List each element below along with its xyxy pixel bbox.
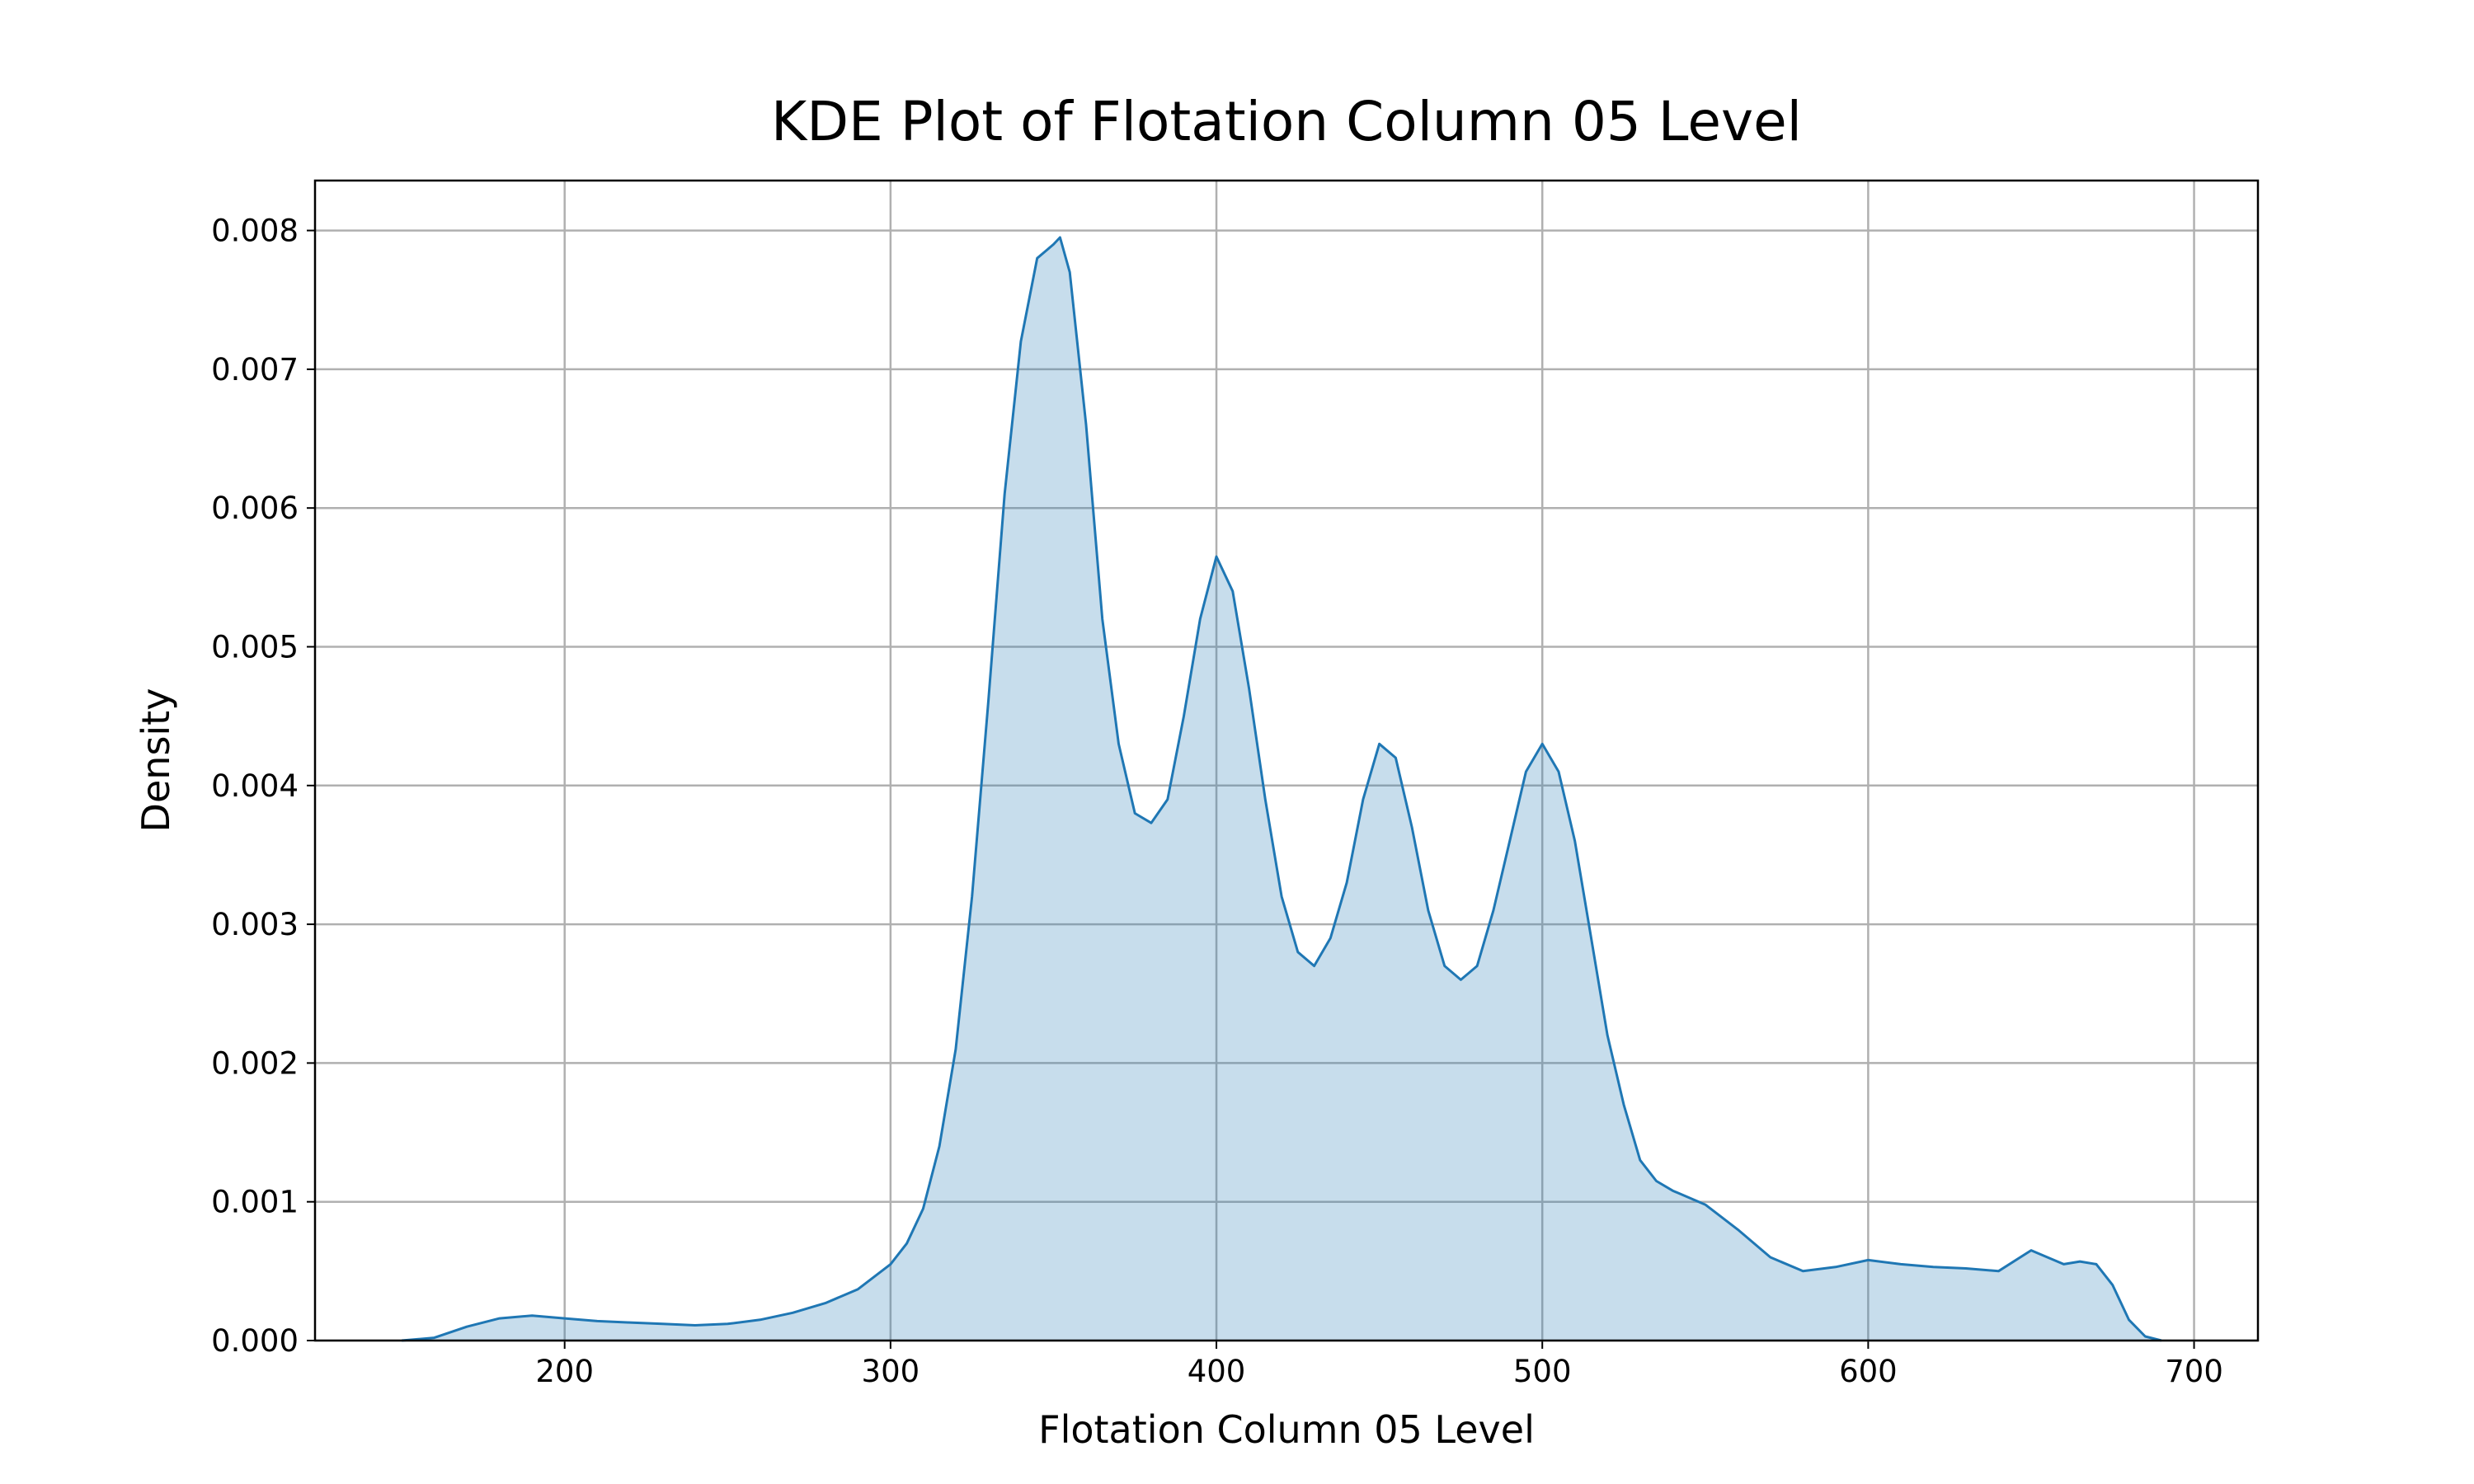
y-tick-label: 0.002 <box>211 1045 299 1081</box>
x-tick-label: 700 <box>2165 1354 2223 1389</box>
y-tick-label: 0.006 <box>211 491 299 526</box>
plot-frame <box>313 179 2260 1342</box>
x-axis-label: Flotation Column 05 Level <box>1038 1407 1535 1452</box>
y-tick-label: 0.001 <box>211 1185 299 1220</box>
x-tick-label: 300 <box>862 1354 920 1389</box>
y-tick-label: 0.004 <box>211 768 299 804</box>
y-tick-label: 0.008 <box>211 214 299 249</box>
x-tick-label: 600 <box>1839 1354 1898 1389</box>
x-tick-label: 400 <box>1188 1354 1246 1389</box>
x-tick-label: 200 <box>535 1354 594 1389</box>
y-tick-label: 0.000 <box>211 1323 299 1359</box>
y-axis-label: Density <box>134 688 178 833</box>
y-tick-label: 0.005 <box>211 629 299 665</box>
y-tick-label: 0.003 <box>211 907 299 942</box>
y-tick-label: 0.007 <box>211 352 299 387</box>
chart-title: KDE Plot of Flotation Column 05 Level <box>771 90 1802 153</box>
x-tick-label: 500 <box>1513 1354 1572 1389</box>
density-line <box>401 236 2162 1342</box>
density-area <box>402 237 2161 1341</box>
